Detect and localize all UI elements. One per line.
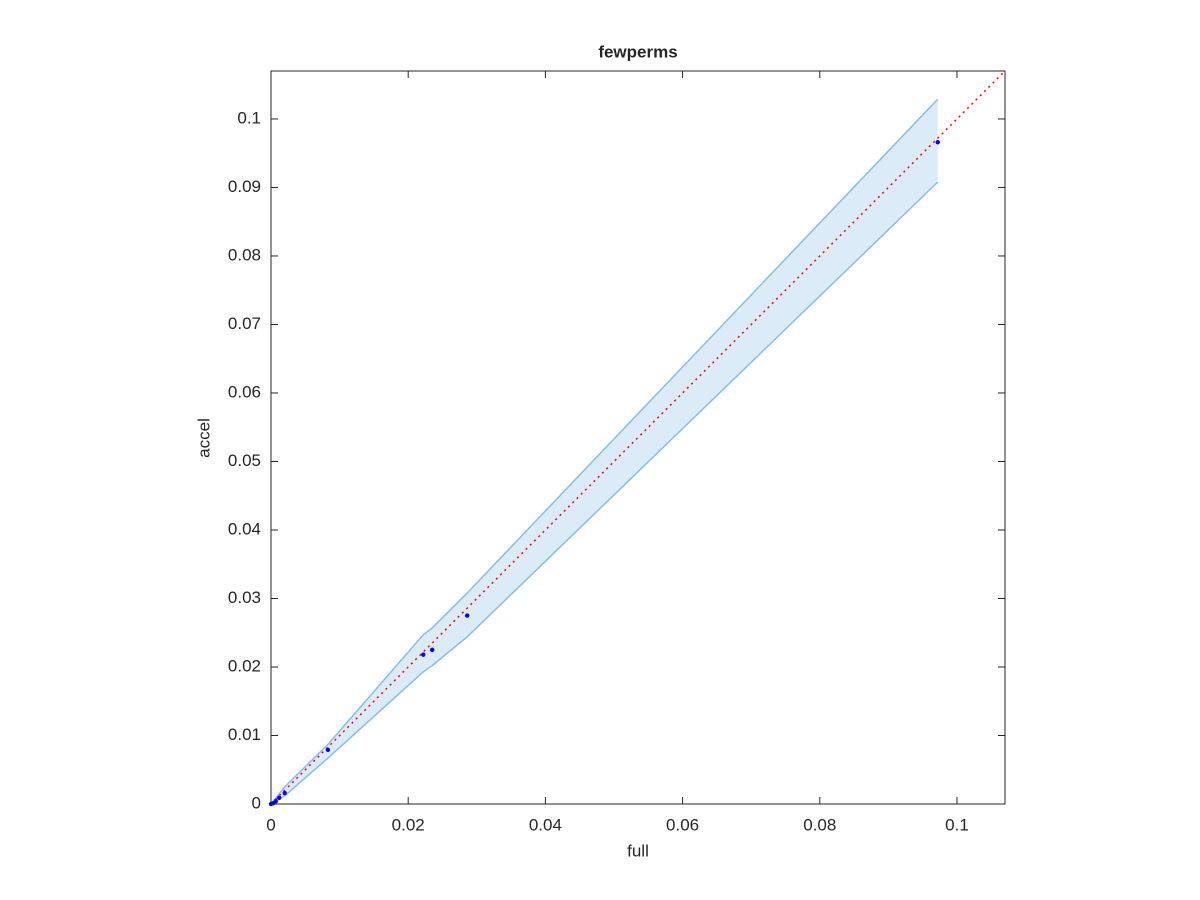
y-tick-label: 0.03 — [228, 588, 261, 607]
reference-line — [270, 70, 1006, 805]
data-point — [464, 613, 470, 618]
y-tick-label: 0.05 — [228, 451, 261, 470]
y-tick-label: 0.06 — [228, 382, 261, 401]
y-tick-label: 0.07 — [228, 314, 261, 333]
x-tick-label: 0.1 — [945, 815, 969, 834]
y-tick-label: 0.09 — [228, 177, 261, 196]
x-tick-label: 0 — [266, 815, 275, 834]
x-tick-label: 0.02 — [392, 815, 425, 834]
y-tick-label: 0.1 — [237, 108, 261, 127]
data-point — [421, 652, 426, 657]
y-tick-label: 0.01 — [228, 725, 261, 744]
data-point — [277, 795, 282, 801]
data-point — [430, 647, 435, 653]
y-tick-label: 0.02 — [228, 656, 261, 675]
data-point — [325, 747, 331, 753]
band-lower — [270, 181, 939, 805]
chart-title: fewperms — [598, 42, 677, 61]
plot-frame — [270, 70, 1006, 805]
x-axis-label: full — [627, 841, 649, 860]
y-tick-label: 0.04 — [228, 519, 261, 538]
confidence-band — [271, 99, 938, 804]
data-point — [273, 799, 279, 804]
y-axis-label: accel — [194, 418, 213, 458]
y-tick-label: 0.08 — [228, 245, 261, 264]
data-point — [282, 790, 287, 796]
band-upper — [270, 98, 939, 805]
x-tick-label: 0.04 — [529, 815, 562, 834]
data-point — [935, 140, 940, 145]
x-tick-label: 0.06 — [666, 815, 699, 834]
y-tick-label: 0 — [252, 793, 261, 812]
x-tick-label: 0.08 — [803, 815, 836, 834]
